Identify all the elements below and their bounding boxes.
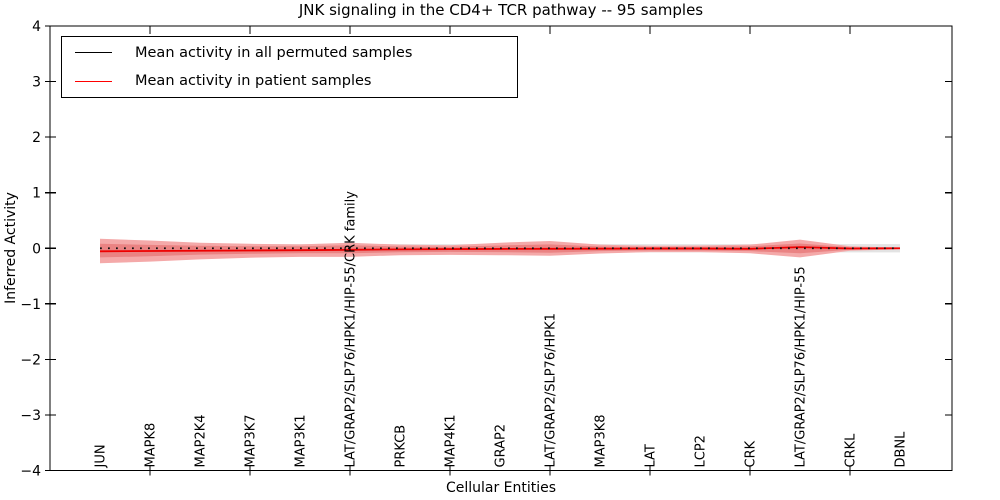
legend-entry-permuted: Mean activity in all permuted samples — [62, 40, 517, 66]
x-category-label: MAPK8 — [144, 423, 159, 468]
x-category-label: MAP2K4 — [194, 414, 209, 467]
x-category-label: DBNL — [894, 431, 909, 468]
x-category-label: LAT/GRAP2/SLP76/HPK1/HIP-55/CRK family — [344, 191, 359, 468]
y-axis-label: Inferred Activity — [3, 192, 19, 304]
x-category-label: LCP2 — [694, 435, 709, 467]
legend-label-permuted: Mean activity in all permuted samples — [135, 44, 413, 61]
y-tick-label: 0 — [32, 241, 41, 257]
y-tick-label: −2 — [20, 352, 41, 368]
y-tick-label: 1 — [32, 186, 41, 202]
permuted-line-sample — [75, 52, 112, 54]
y-tick-label: 4 — [32, 19, 41, 35]
y-tick-label: −4 — [20, 464, 41, 480]
x-category-label: CRKL — [844, 433, 859, 468]
y-tick-label: 3 — [32, 75, 41, 91]
patient-inner-band — [100, 243, 900, 258]
y-tick-label: −1 — [20, 297, 41, 313]
x-category-label: MAP3K7 — [244, 414, 259, 467]
x-category-label: JUN — [94, 444, 109, 468]
x-category-label: LAT/GRAP2/SLP76/HPK1 — [544, 313, 559, 467]
chart-title: JNK signaling in the CD4+ TCR pathway --… — [298, 1, 703, 19]
x-axis-label: Cellular Entities — [446, 480, 556, 496]
legend-entry-patient: Mean activity in patient samples — [62, 68, 517, 94]
x-category-label: LAT — [644, 444, 659, 467]
legend-box: Mean activity in all permuted samples Me… — [61, 36, 518, 98]
y-tick-label: −3 — [20, 408, 41, 424]
x-category-label: MAP3K1 — [294, 414, 309, 467]
patient-line-sample — [75, 80, 112, 82]
x-category-label: CRK — [744, 440, 759, 467]
x-category-label: MAP4K1 — [444, 414, 459, 467]
mean-lines — [99, 246, 901, 253]
axis-ticks — [45, 25, 952, 476]
legend-label-patient: Mean activity in patient samples — [135, 73, 372, 90]
x-category-label: GRAP2 — [494, 424, 509, 468]
x-category-labels: JUN MAPK8 MAP2K4 MAP3K7 MAP3K1 LAT/GRAP2/SLP7… — [94, 191, 909, 469]
x-category-label: PRKCB — [394, 425, 409, 468]
x-category-label: LAT/GRAP2/SLP76/HPK1/HIP-55 — [794, 266, 809, 467]
x-category-label: MAP3K8 — [594, 414, 609, 467]
y-tick-labels: 4 3 2 1 0 −1 −2 −3 −4 — [20, 19, 41, 480]
y-tick-label: 2 — [32, 130, 41, 146]
